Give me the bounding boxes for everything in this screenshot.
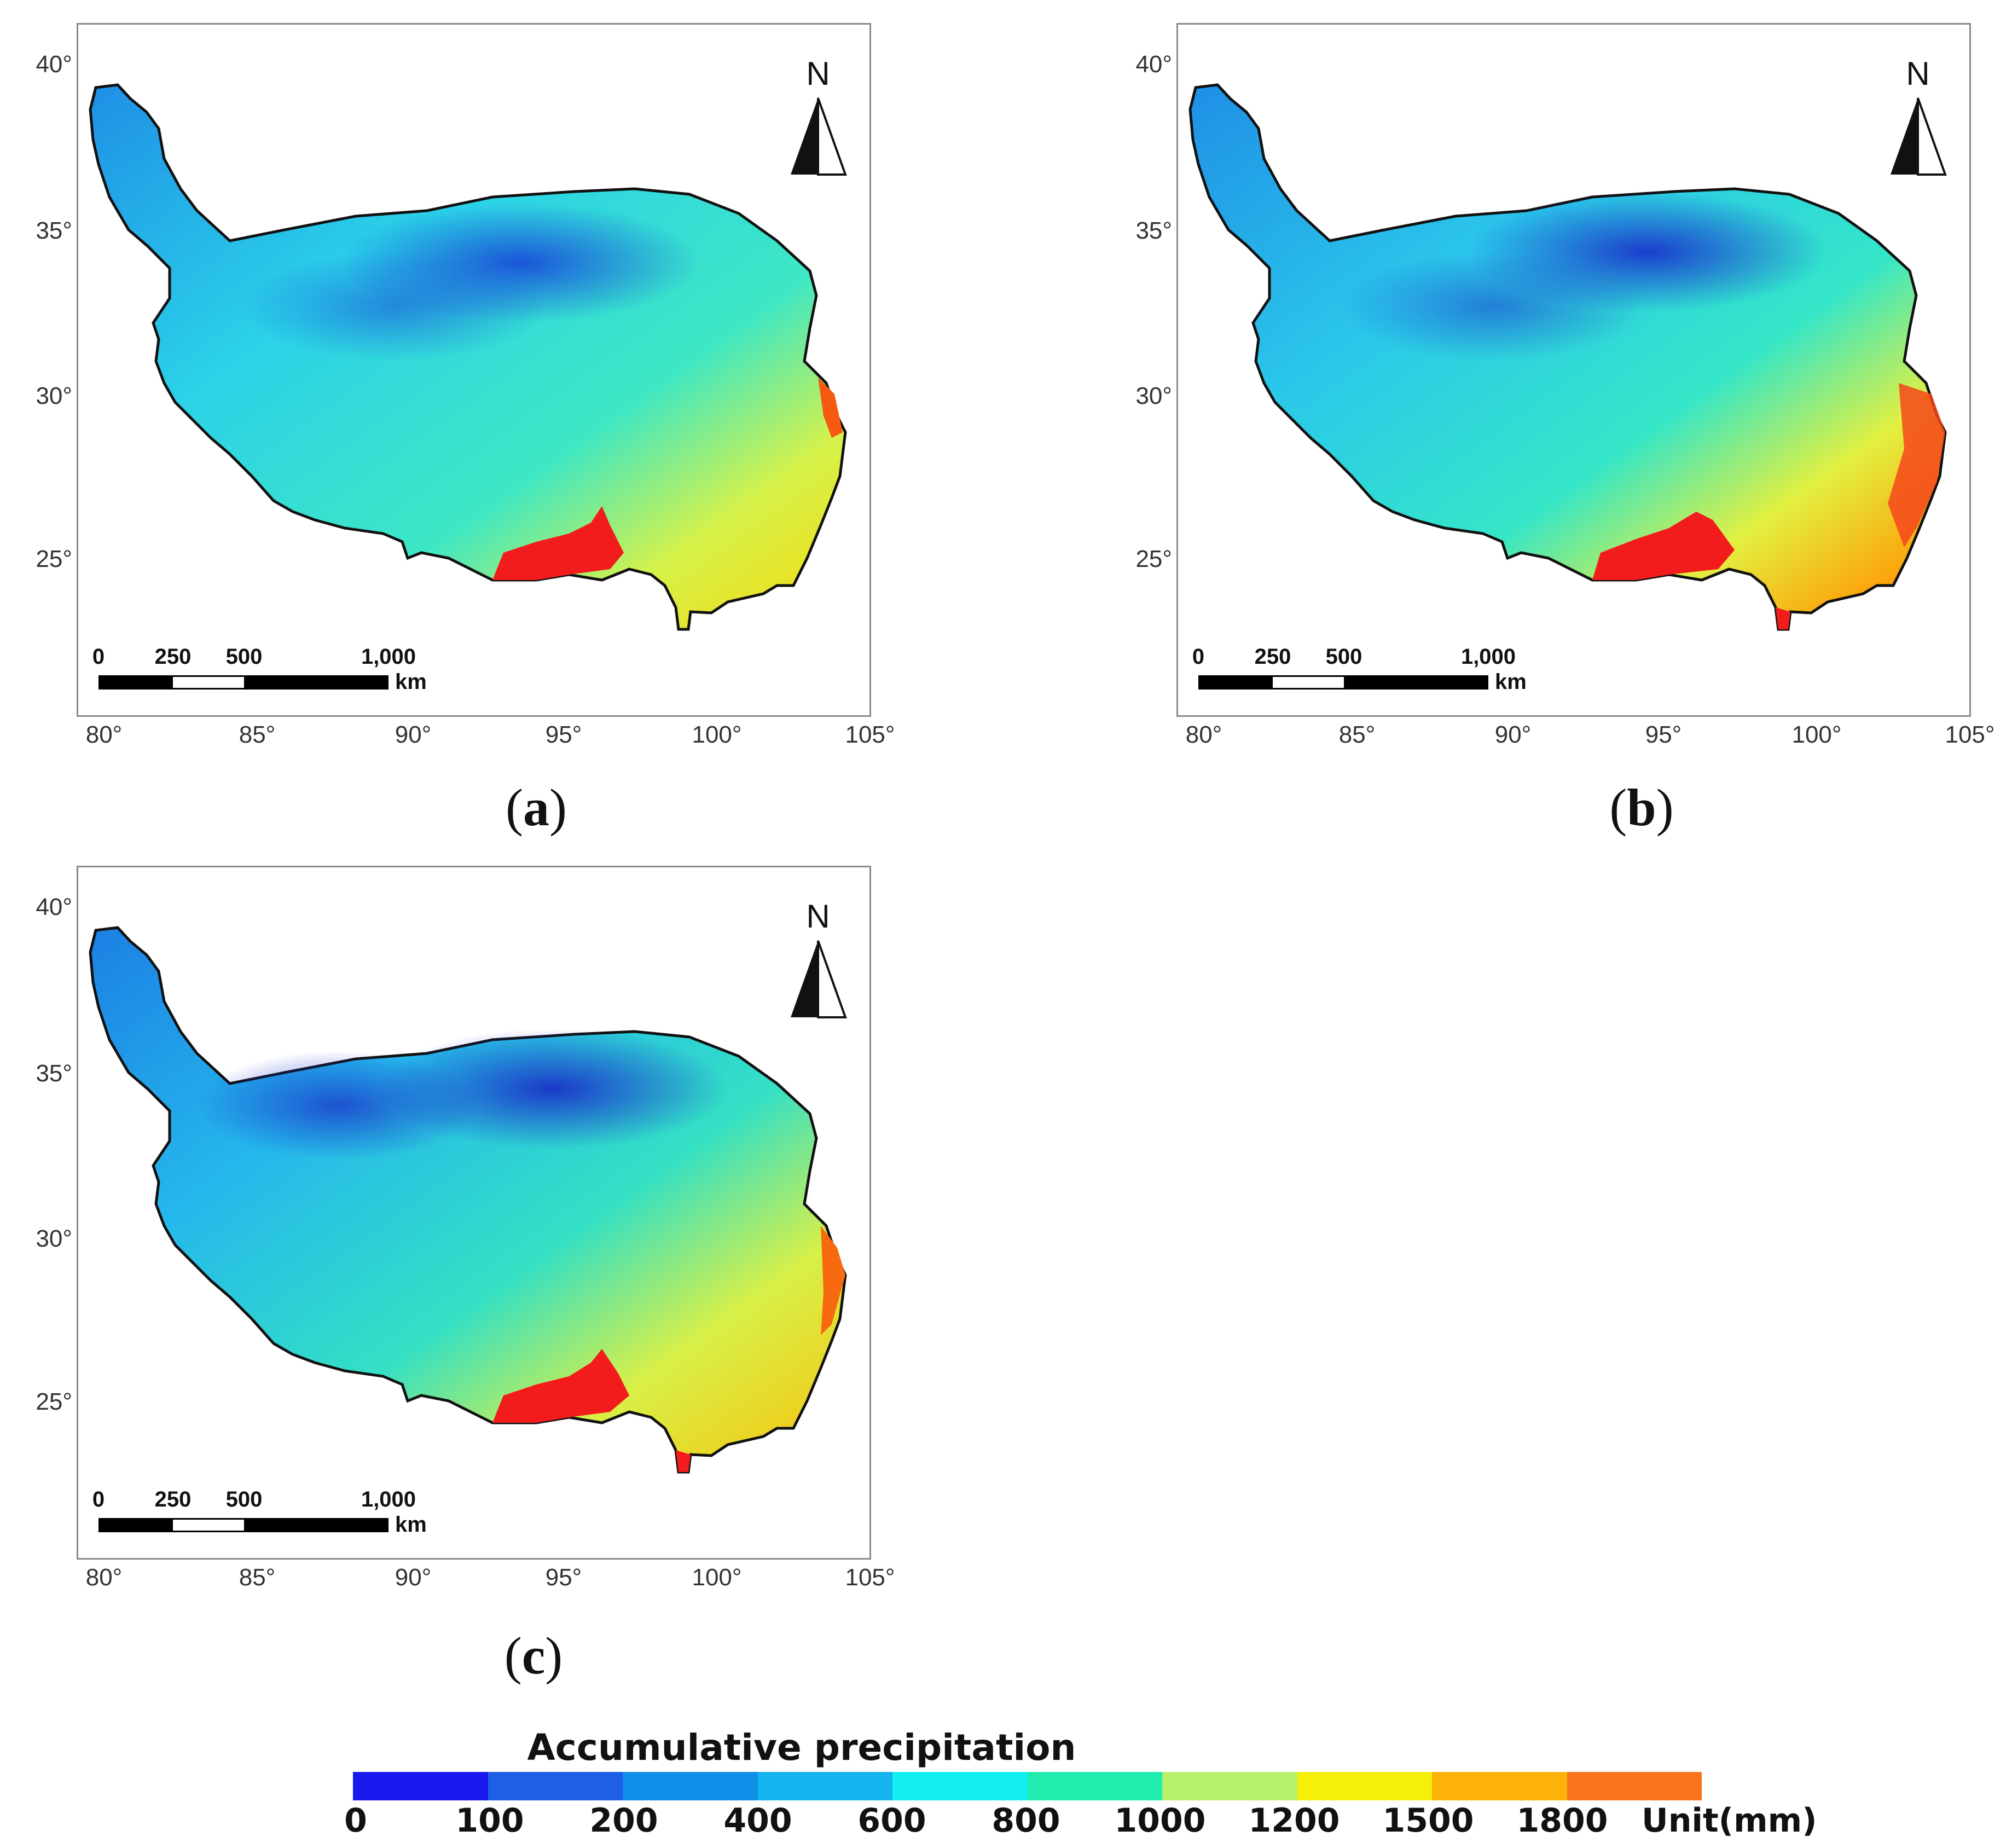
scale-bar-a: 0 250 500 1,000 km bbox=[92, 645, 449, 699]
scale-tick-1000: 1,000 bbox=[361, 645, 416, 669]
x-label-90: 90° bbox=[1494, 721, 1532, 748]
caption-a: (a) bbox=[506, 778, 567, 837]
legend-swatch-2 bbox=[623, 1772, 758, 1800]
scale-unit: km bbox=[1495, 670, 1527, 694]
scale-bar-c: 0 250 500 1,000 km bbox=[92, 1487, 449, 1542]
scale-tick-250: 250 bbox=[154, 1487, 192, 1511]
scale-tick-500: 500 bbox=[1325, 645, 1362, 669]
legend-title: Accumulative precipitation bbox=[527, 1727, 1076, 1769]
legend-color-bar bbox=[353, 1772, 1702, 1800]
scale-tick-500: 500 bbox=[225, 1487, 263, 1511]
caption-b: (b) bbox=[1609, 778, 1674, 837]
plateau-shape-a bbox=[89, 83, 847, 631]
legend-tick-1000: 1000 bbox=[1114, 1801, 1206, 1840]
y-label-40: 40° bbox=[36, 51, 72, 78]
x-label-85: 85° bbox=[239, 1564, 276, 1591]
x-label-105: 105° bbox=[1945, 721, 1995, 748]
legend-swatch-1 bbox=[488, 1772, 623, 1800]
legend-tick-1200: 1200 bbox=[1248, 1801, 1340, 1840]
legend-unit-label: Unit(mm) bbox=[1642, 1801, 1817, 1840]
x-label-90: 90° bbox=[395, 1564, 432, 1591]
precipitation-map-a bbox=[89, 83, 847, 631]
legend-swatch-0 bbox=[353, 1772, 488, 1800]
y-label-30: 30° bbox=[1135, 383, 1172, 409]
high-precip-zone-a bbox=[492, 506, 624, 580]
north-arrow-icon bbox=[1891, 97, 1947, 176]
north-letter: N bbox=[806, 55, 830, 92]
scale-tick-0: 0 bbox=[92, 1487, 105, 1511]
legend-swatch-3 bbox=[757, 1772, 892, 1800]
north-arrow-b: N bbox=[1888, 55, 1948, 183]
y-label-30: 30° bbox=[36, 1225, 72, 1252]
y-label-25: 25° bbox=[36, 546, 72, 572]
scale-unit: km bbox=[395, 1513, 427, 1537]
scale-bar-b: 0 250 500 1,000 km bbox=[1192, 645, 1549, 699]
legend-tick-400: 400 bbox=[723, 1801, 792, 1840]
x-label-85: 85° bbox=[239, 721, 276, 748]
precipitation-map-b bbox=[1188, 83, 1947, 631]
x-label-95: 95° bbox=[1645, 721, 1682, 748]
scale-tick-0: 0 bbox=[1192, 645, 1205, 669]
legend-tick-600: 600 bbox=[857, 1801, 926, 1840]
x-label-80: 80° bbox=[85, 721, 123, 748]
legend-tick-1500: 1500 bbox=[1382, 1801, 1474, 1840]
scale-tick-250: 250 bbox=[1254, 645, 1291, 669]
x-label-100: 100° bbox=[692, 721, 742, 748]
north-letter: N bbox=[1906, 55, 1930, 92]
plateau-shape-b bbox=[1188, 83, 1947, 631]
y-label-40: 40° bbox=[1135, 51, 1172, 78]
north-arrow-a: N bbox=[788, 55, 848, 183]
x-label-100: 100° bbox=[1791, 721, 1842, 748]
x-label-100: 100° bbox=[692, 1564, 742, 1591]
x-label-105: 105° bbox=[845, 1564, 895, 1591]
legend-tick-200: 200 bbox=[589, 1801, 658, 1840]
x-label-80: 80° bbox=[85, 1564, 123, 1591]
y-label-35: 35° bbox=[36, 217, 72, 244]
x-label-95: 95° bbox=[545, 1564, 582, 1591]
y-label-40: 40° bbox=[36, 894, 72, 920]
x-label-95: 95° bbox=[545, 721, 582, 748]
legend-swatch-8 bbox=[1432, 1772, 1567, 1800]
north-arrow-icon bbox=[791, 97, 847, 176]
scale-tick-1000: 1,000 bbox=[361, 1487, 416, 1511]
x-label-85: 85° bbox=[1338, 721, 1376, 748]
scale-tick-1000: 1,000 bbox=[1460, 645, 1516, 669]
legend-tick-100: 100 bbox=[455, 1801, 524, 1840]
caption-c: (c) bbox=[504, 1626, 563, 1685]
scale-tick-250: 250 bbox=[154, 645, 192, 669]
x-label-80: 80° bbox=[1185, 721, 1222, 748]
legend-tick-800: 800 bbox=[991, 1801, 1060, 1840]
legend-swatch-4 bbox=[892, 1772, 1028, 1800]
legend-swatch-9 bbox=[1567, 1772, 1702, 1800]
y-label-30: 30° bbox=[36, 383, 72, 409]
legend-swatch-7 bbox=[1297, 1772, 1432, 1800]
y-label-35: 35° bbox=[36, 1060, 72, 1087]
high-precip-zone-b bbox=[1592, 512, 1735, 580]
panel-b: 40° 35° 30° 25° 80° 85° 90° 95° 100° 105… bbox=[1100, 0, 1997, 854]
scale-tick-0: 0 bbox=[92, 645, 105, 669]
legend-swatch-5 bbox=[1027, 1772, 1162, 1800]
legend-tick-0: 0 bbox=[344, 1801, 367, 1840]
panel-c: 40° 35° 30° 25° 80° 85° 90° 95° 100° 105… bbox=[0, 843, 897, 1696]
precipitation-map-c bbox=[89, 926, 847, 1474]
north-arrow-icon bbox=[791, 940, 847, 1018]
north-letter: N bbox=[806, 898, 830, 935]
panel-a: 40° 35° 30° 25° 80° 85° 90° 95° 100° 105… bbox=[0, 0, 897, 854]
y-label-25: 25° bbox=[1135, 546, 1172, 572]
legend-swatch-6 bbox=[1162, 1772, 1297, 1800]
legend-tick-1800: 1800 bbox=[1516, 1801, 1608, 1840]
y-label-35: 35° bbox=[1135, 217, 1172, 244]
x-label-90: 90° bbox=[395, 721, 432, 748]
y-label-25: 25° bbox=[36, 1388, 72, 1415]
plateau-shape-c bbox=[89, 926, 847, 1474]
scale-tick-500: 500 bbox=[225, 645, 263, 669]
scale-unit: km bbox=[395, 670, 427, 694]
x-label-105: 105° bbox=[845, 721, 895, 748]
north-arrow-c: N bbox=[788, 897, 848, 1026]
high-precip-zone-c bbox=[492, 1349, 629, 1423]
